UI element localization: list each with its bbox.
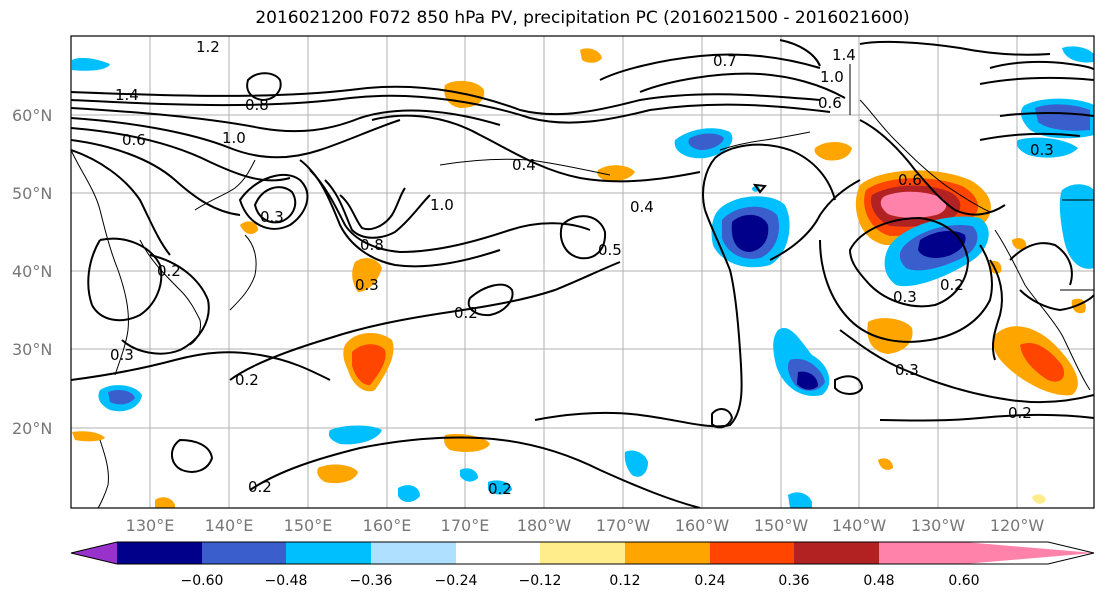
lon-label: 160°E bbox=[363, 516, 412, 535]
lon-label: 150°W bbox=[754, 516, 809, 535]
colorbar-tick: 0.60 bbox=[948, 573, 979, 589]
contour-label: 0.3 bbox=[355, 276, 379, 294]
colorbar-bin bbox=[286, 542, 371, 564]
contour-label: 1.0 bbox=[222, 129, 246, 147]
lat-label: 50°N bbox=[12, 184, 52, 203]
lat-label: 20°N bbox=[12, 419, 52, 438]
coastlines bbox=[71, 64, 1094, 508]
contour-label: 0.2 bbox=[1008, 404, 1032, 422]
colorbar-tick: −0.48 bbox=[265, 573, 308, 589]
contour-label: 1.4 bbox=[115, 86, 139, 104]
contour-label: 0.2 bbox=[235, 371, 259, 389]
figure-title: 2016021200 F072 850 hPa PV, precipitatio… bbox=[255, 8, 910, 28]
contour-label: 0.3 bbox=[1030, 141, 1054, 159]
colorbar-tick: −0.36 bbox=[350, 573, 393, 589]
contour-label: 1.0 bbox=[430, 196, 454, 214]
contour-label: 0.2 bbox=[454, 304, 478, 322]
contour-label: 0.8 bbox=[245, 96, 269, 114]
lon-label: 120°W bbox=[990, 516, 1045, 535]
contour-label: 1.0 bbox=[820, 68, 844, 86]
colorbar-bin bbox=[540, 542, 625, 564]
latitude-labels: 60°N 50°N 40°N 30°N 20°N bbox=[12, 106, 52, 438]
contour-label: 0.2 bbox=[157, 262, 181, 280]
colorbar-tick: 0.36 bbox=[778, 573, 809, 589]
colorbar-bin bbox=[625, 542, 710, 564]
colorbar-bin bbox=[371, 542, 456, 564]
lon-label: 150°E bbox=[284, 516, 333, 535]
contour-label: 0.6 bbox=[898, 171, 922, 189]
lon-label: 140°W bbox=[832, 516, 887, 535]
contour-label: 0.2 bbox=[940, 276, 964, 294]
colorbar-bin bbox=[710, 542, 794, 564]
contour-label: 0.4 bbox=[512, 156, 536, 174]
colorbar-bin bbox=[202, 542, 286, 564]
lon-label: 170°W bbox=[596, 516, 651, 535]
colorbar-tick: 0.12 bbox=[609, 573, 640, 589]
lon-label: 130°E bbox=[126, 516, 175, 535]
contour-label: 0.3 bbox=[260, 208, 284, 226]
contour-label: 1.4 bbox=[832, 46, 856, 64]
contour-label: 0.6 bbox=[122, 131, 146, 149]
contour-label: 1.2 bbox=[196, 38, 220, 56]
colorbar-extend-low bbox=[71, 542, 117, 564]
contour-label: 0.2 bbox=[488, 480, 512, 498]
lat-label: 60°N bbox=[12, 106, 52, 125]
colorbar-tick: 0.24 bbox=[694, 573, 725, 589]
colorbar bbox=[70, 541, 1095, 565]
contour-label: 0.8 bbox=[360, 236, 384, 254]
map-frame bbox=[70, 35, 1095, 509]
contour-label: 0.2 bbox=[248, 478, 272, 496]
colorbar-extend-high bbox=[964, 542, 1094, 564]
longitude-labels: 130°E 140°E 150°E 160°E 170°E 180°W 170°… bbox=[126, 516, 1045, 535]
lon-label: 180°W bbox=[517, 516, 572, 535]
colorbar-bin bbox=[879, 542, 964, 564]
contour-label: 0.7 bbox=[713, 52, 737, 70]
colorbar-tick: −0.12 bbox=[519, 573, 562, 589]
lat-label: 40°N bbox=[12, 262, 52, 281]
colorbar-tick: −0.60 bbox=[181, 573, 224, 589]
colorbar-bin bbox=[794, 542, 879, 564]
lat-label: 30°N bbox=[12, 340, 52, 359]
contour-label: 0.5 bbox=[598, 241, 622, 259]
colorbar-tick-labels: −0.60 −0.48 −0.36 −0.24 −0.12 0.12 0.24 … bbox=[181, 573, 980, 589]
contour-label: 0.3 bbox=[895, 361, 919, 379]
colorbar-tick: −0.24 bbox=[435, 573, 478, 589]
contour-labels: 1.2 1.4 0.8 1.0 0.6 0.7 1.4 1.0 0.6 0.4 … bbox=[110, 38, 1054, 498]
colorbar-bin bbox=[456, 542, 540, 564]
lon-label: 130°W bbox=[911, 516, 966, 535]
lon-label: 170°E bbox=[441, 516, 490, 535]
colorbar-bin bbox=[117, 542, 202, 564]
contour-label: 0.3 bbox=[110, 346, 134, 364]
colorbar-tick: 0.48 bbox=[863, 573, 894, 589]
lon-label: 140°E bbox=[205, 516, 254, 535]
pv-contours bbox=[71, 39, 1094, 508]
colorbar-outline bbox=[70, 541, 1095, 565]
contour-label: 0.3 bbox=[893, 288, 917, 306]
lon-label: 160°W bbox=[675, 516, 730, 535]
contour-label: 0.4 bbox=[630, 198, 654, 216]
contour-label: 0.6 bbox=[818, 94, 842, 112]
